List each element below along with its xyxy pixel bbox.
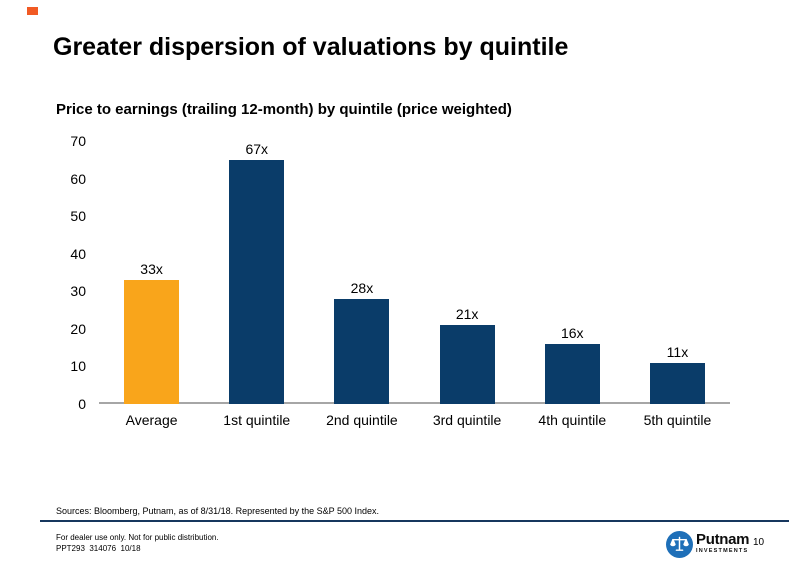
y-tick-label: 60 [70, 170, 86, 187]
category-label: 2nd quintile [326, 412, 398, 428]
bar-value-label: 28x [350, 280, 374, 296]
footer-divider [40, 520, 789, 522]
bar-column: 28x 2nd quintile [309, 141, 414, 428]
bar-value-label: 11x [666, 344, 689, 360]
document-code: PPT293 314076 10/18 [56, 544, 141, 553]
chart-title: Price to earnings (trailing 12-month) by… [56, 101, 512, 118]
bar-value-label: 21x [455, 306, 479, 322]
bar-value-label: 33x [140, 261, 163, 277]
bar [124, 280, 180, 404]
y-tick-label: 40 [70, 245, 86, 262]
bar [334, 299, 390, 404]
y-tick-label: 50 [70, 208, 86, 225]
bar-value-label: 16x [560, 325, 584, 341]
disclaimer-text: For dealer use only. Not for public dist… [56, 533, 219, 542]
bar-column: 16x 4th quintile [520, 141, 625, 428]
x-axis-line [99, 402, 730, 404]
putnam-logo: Putnam INVESTMENTS [666, 531, 750, 558]
category-label: 5th quintile [643, 412, 712, 428]
category-label: 4th quintile [538, 412, 607, 428]
page-number: 10 [753, 537, 765, 548]
bar-column: 11x 5th quintile [625, 141, 730, 428]
scales-icon [666, 531, 693, 558]
bar-value-label: 67x [245, 141, 269, 157]
bar-column: 67x 1st quintile [204, 141, 309, 428]
bar-column: 21x 3rd quintile [415, 141, 520, 428]
category-label: Average [125, 412, 178, 428]
y-tick-label: 0 [78, 396, 86, 412]
bar [649, 363, 705, 404]
logo-subtitle: INVESTMENTS [696, 548, 749, 554]
bar [229, 160, 285, 404]
sources-note: Sources: Bloomberg, Putnam, as of 8/31/1… [56, 506, 380, 516]
y-tick-label: 70 [70, 133, 86, 149]
logo-name: Putnam [696, 531, 750, 548]
category-label: 3rd quintile [432, 412, 502, 428]
bar [439, 325, 495, 404]
bar-column: 33x Average [99, 141, 204, 428]
page-title: Greater dispersion of valuations by quin… [53, 33, 569, 61]
y-tick-label: 30 [70, 283, 86, 300]
y-tick-label: 20 [70, 320, 86, 337]
bar [544, 344, 600, 404]
logo-wordmark: Putnam INVESTMENTS [696, 531, 750, 555]
plot-area: 33x Average 67x 1st quintile 28x 2nd qui… [99, 141, 730, 428]
accent-square [27, 7, 38, 15]
category-label: 1st quintile [223, 412, 291, 428]
y-tick-label: 10 [70, 358, 86, 375]
